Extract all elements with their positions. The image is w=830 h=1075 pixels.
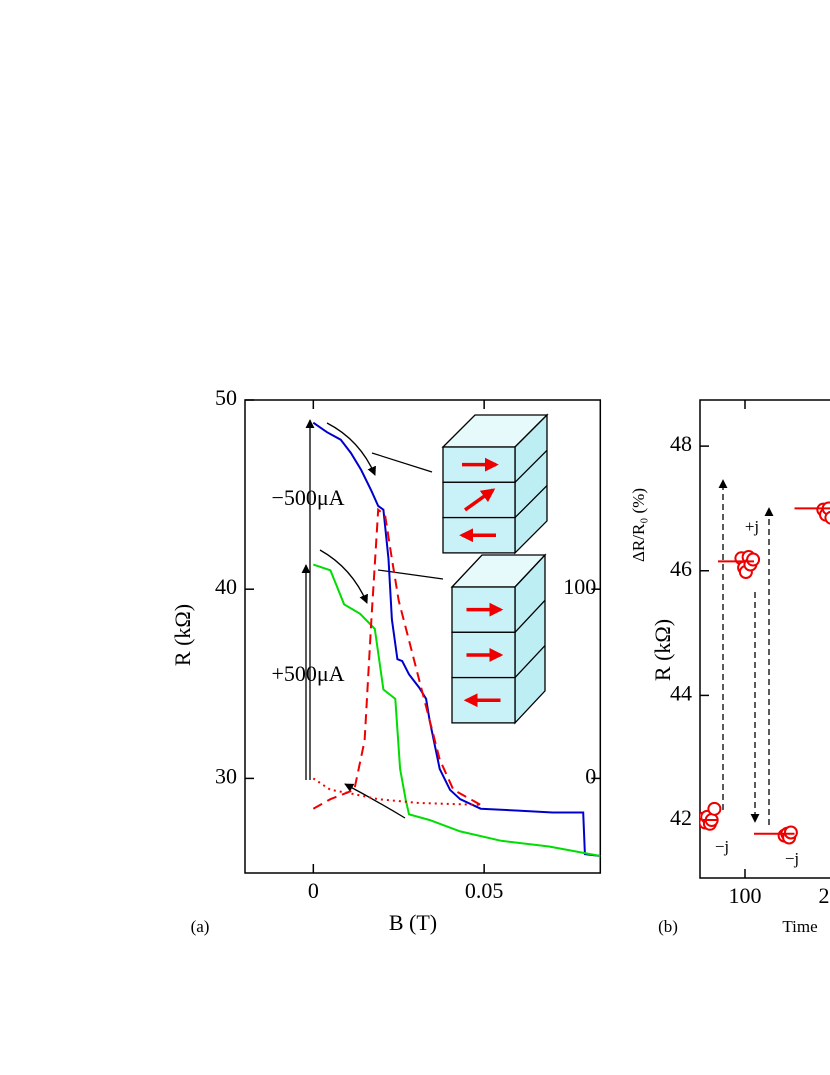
x-tick-label: 200: [819, 883, 830, 908]
y2-tick-label: 100: [563, 574, 596, 599]
y-tick-label: 46: [670, 556, 692, 581]
cube-edge: [514, 485, 548, 519]
cube-layer: [442, 481, 516, 519]
data-point: [746, 552, 761, 567]
y-tick-label: 42: [670, 805, 692, 830]
sweep-arrow: [319, 549, 368, 604]
plot-area: [700, 501, 830, 845]
panel-label: (a): [191, 917, 210, 936]
line-series: [312, 563, 601, 857]
magnetization-arrow: [463, 488, 496, 512]
plot-frame: [244, 399, 602, 874]
y2-axis-label: ΔR/R₀ (%): [629, 488, 648, 562]
pointer: [371, 452, 433, 473]
cube-edge: [514, 599, 546, 633]
line-series: [312, 777, 481, 806]
y-tick-label: 44: [670, 680, 692, 705]
data-point: [824, 510, 830, 525]
annotation: −j: [715, 837, 729, 856]
sweep-arrow: [326, 422, 376, 476]
cube-edge: [514, 449, 548, 483]
y-tick-label: 40: [215, 574, 237, 599]
plot-area: [312, 421, 601, 857]
y-tick-label: 48: [670, 431, 692, 456]
sweep-arrow: [344, 783, 406, 819]
line-series: [702, 507, 830, 835]
y-axis-label: R (kΩ): [170, 604, 195, 666]
y-axis-label: R (kΩ): [650, 619, 675, 681]
annotation: +500μA: [271, 661, 344, 686]
data-point: [707, 801, 722, 816]
y-tick-label: 30: [215, 763, 237, 788]
decorations: [301, 413, 774, 825]
x-axis-label: B (T): [389, 910, 437, 935]
cube-edge: [514, 645, 546, 679]
y-tick-label: 50: [215, 385, 237, 410]
x-tick-label: 0: [308, 878, 319, 903]
pointer: [377, 569, 444, 580]
y2-tick-label: 0: [585, 763, 596, 788]
x-axis-label: Time: [782, 917, 817, 936]
plot-frame: [699, 399, 830, 879]
panel-label: (b): [658, 917, 678, 936]
x-tick-label: 100: [729, 883, 762, 908]
data-point: [783, 825, 798, 840]
x-tick-label: 0.05: [465, 878, 504, 903]
annotation: −j: [785, 849, 799, 868]
line-series: [312, 421, 601, 857]
annotation: −500μA: [271, 485, 344, 510]
annotation: +j: [745, 517, 759, 536]
